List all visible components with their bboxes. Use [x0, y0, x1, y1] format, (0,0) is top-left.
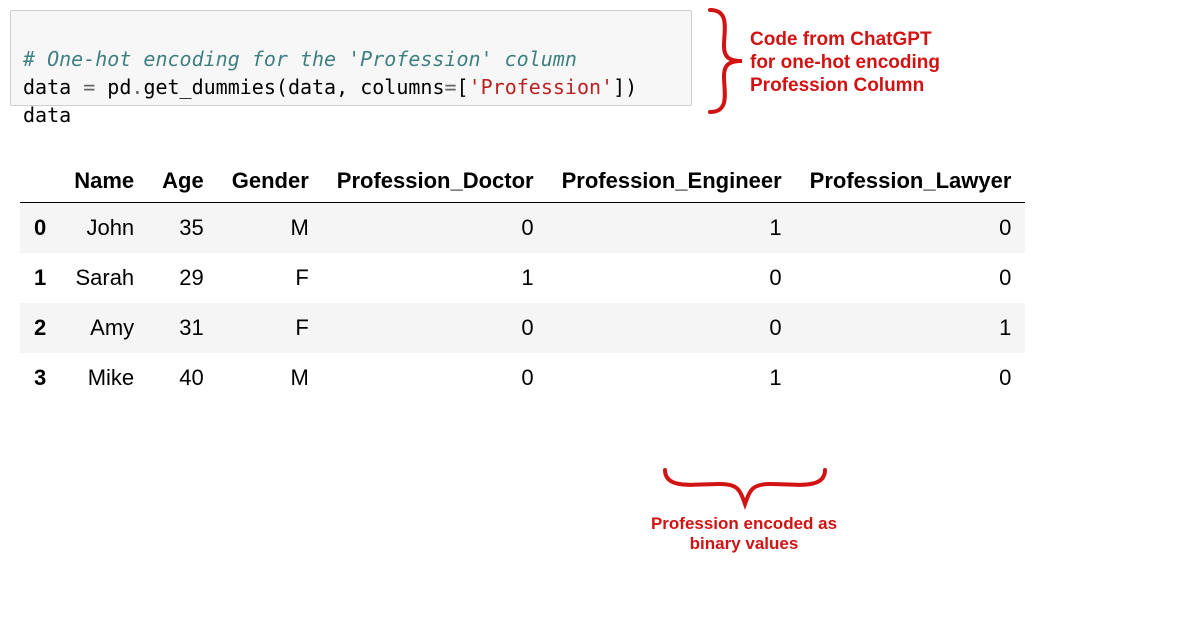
- dataframe-output: Name Age Gender Profession_Doctor Profes…: [20, 160, 1025, 403]
- row-index: 0: [20, 203, 60, 254]
- code-l2-open: (: [276, 75, 288, 99]
- cell: 0: [323, 353, 548, 403]
- code-comment: # One-hot encoding for the 'Profession' …: [23, 47, 577, 71]
- cell: 1: [548, 353, 796, 403]
- cell: 35: [148, 203, 218, 254]
- cell: Sarah: [60, 253, 148, 303]
- col-header: Profession_Doctor: [323, 160, 548, 203]
- cell: 1: [796, 303, 1026, 353]
- cell: Mike: [60, 353, 148, 403]
- col-header: Profession_Lawyer: [796, 160, 1026, 203]
- cell: 0: [323, 303, 548, 353]
- code-l2-kwarg: columns: [360, 75, 444, 99]
- code-l2-eq2: =: [445, 75, 457, 99]
- cell: F: [218, 303, 323, 353]
- table-row: 3 Mike 40 M 0 1 0: [20, 353, 1025, 403]
- table-header-row: Name Age Gender Profession_Doctor Profes…: [20, 160, 1025, 203]
- table-row: 1 Sarah 29 F 1 0 0: [20, 253, 1025, 303]
- row-index: 3: [20, 353, 60, 403]
- cell: 0: [548, 253, 796, 303]
- cell: John: [60, 203, 148, 254]
- annotation-right-line: Profession Column: [750, 74, 980, 97]
- cell: M: [218, 353, 323, 403]
- cell: 1: [323, 253, 548, 303]
- code-l2-rb: ]: [613, 75, 625, 99]
- annotation-right-line: for one-hot encoding: [750, 51, 980, 74]
- col-header: Age: [148, 160, 218, 203]
- cell: 0: [796, 203, 1026, 254]
- code-l2-lb: [: [457, 75, 469, 99]
- annotation-bottom-line: binary values: [614, 534, 874, 554]
- code-l2-call: get_dummies: [143, 75, 275, 99]
- annotation-right: Code from ChatGPT for one-hot encoding P…: [750, 28, 980, 97]
- cell: M: [218, 203, 323, 254]
- code-l2-dot: .: [131, 75, 143, 99]
- cell: F: [218, 253, 323, 303]
- code-l2-close: ): [625, 75, 637, 99]
- code-l3: data: [23, 103, 71, 127]
- table-corner: [20, 160, 60, 203]
- col-header: Gender: [218, 160, 323, 203]
- brace-bottom-icon: [660, 462, 830, 512]
- cell: 0: [796, 353, 1026, 403]
- row-index: 2: [20, 303, 60, 353]
- col-header: Name: [60, 160, 148, 203]
- cell: 40: [148, 353, 218, 403]
- code-l2-mid: pd: [95, 75, 131, 99]
- code-l2-comma: ,: [336, 75, 360, 99]
- cell: 0: [548, 303, 796, 353]
- code-l2-pre: data: [23, 75, 83, 99]
- col-header: Profession_Engineer: [548, 160, 796, 203]
- dataframe-table: Name Age Gender Profession_Doctor Profes…: [20, 160, 1025, 403]
- annotation-bottom: Profession encoded as binary values: [614, 514, 874, 554]
- annotation-right-line: Code from ChatGPT: [750, 28, 980, 51]
- cell: 0: [323, 203, 548, 254]
- cell: 29: [148, 253, 218, 303]
- annotation-bottom-line: Profession encoded as: [614, 514, 874, 534]
- table-row: 2 Amy 31 F 0 0 1: [20, 303, 1025, 353]
- code-l2-eq: =: [83, 75, 95, 99]
- brace-right-icon: [700, 6, 748, 116]
- table-row: 0 John 35 M 0 1 0: [20, 203, 1025, 254]
- cell: 31: [148, 303, 218, 353]
- code-cell: # One-hot encoding for the 'Profession' …: [10, 10, 692, 106]
- cell: 1: [548, 203, 796, 254]
- cell: 0: [796, 253, 1026, 303]
- cell: Amy: [60, 303, 148, 353]
- row-index: 1: [20, 253, 60, 303]
- code-l2-str: 'Profession': [469, 75, 614, 99]
- code-l2-arg1: data: [288, 75, 336, 99]
